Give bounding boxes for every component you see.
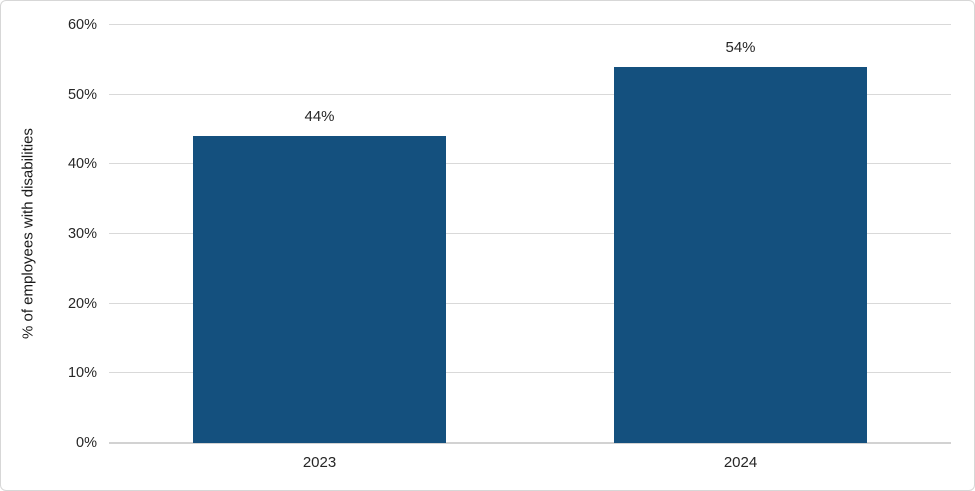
data-label-2023: 44% xyxy=(304,108,335,126)
y-tick-label: 50% xyxy=(67,86,97,103)
x-axis-tick-labels: 2023 2024 xyxy=(109,453,951,477)
y-tick-label: 10% xyxy=(67,365,97,382)
data-label-2024: 54% xyxy=(725,38,756,56)
x-tick-label-2024: 2024 xyxy=(723,454,758,471)
bar-2024 xyxy=(614,66,867,443)
gridline xyxy=(109,233,951,234)
y-tick-label: 60% xyxy=(67,17,97,33)
y-tick-label: 30% xyxy=(67,226,97,242)
gridline xyxy=(109,24,951,25)
gridline xyxy=(109,372,951,374)
gridline xyxy=(109,93,951,95)
y-tick-label: 40% xyxy=(67,156,97,173)
y-tick-label: 20% xyxy=(67,295,97,312)
y-axis-tick-labels: 0% 10% 20% 30% 40% 50% 60% xyxy=(1,17,97,451)
x-axis-line xyxy=(109,442,951,444)
gridline xyxy=(109,302,951,304)
y-tick-label: 0% xyxy=(76,435,97,451)
bar-2023 xyxy=(193,136,446,443)
x-tick-label-2023: 2023 xyxy=(302,454,337,471)
gridline xyxy=(109,163,951,165)
plot-area: 44% 54% xyxy=(109,24,951,444)
